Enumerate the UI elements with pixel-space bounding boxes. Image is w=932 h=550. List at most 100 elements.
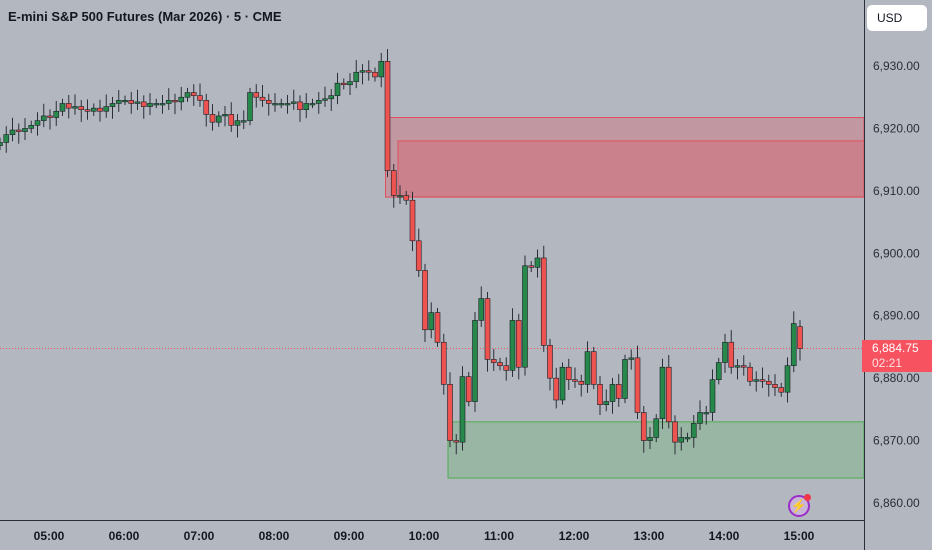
candle-body-down	[47, 115, 53, 118]
candle	[715, 357, 722, 385]
candle	[265, 93, 272, 116]
candle-body-down	[140, 101, 147, 107]
candle	[653, 414, 660, 443]
candle-body-up	[284, 103, 291, 106]
candle-body-down	[497, 362, 503, 366]
candle-body-down	[665, 366, 672, 423]
candle	[390, 164, 397, 208]
time-tick-label: 05:00	[34, 529, 65, 543]
candle-body-down	[422, 270, 428, 331]
candle-body-up	[59, 103, 66, 112]
candle	[9, 117, 16, 142]
candle-body-up	[684, 437, 691, 440]
candle	[622, 354, 628, 404]
candle-body-up	[222, 114, 228, 117]
candle	[484, 291, 491, 372]
price-axis[interactable]: 6,930.00 6,920.00 6,910.00 6,900.00 6,890.00…	[873, 59, 920, 510]
candles-layer	[0, 49, 803, 455]
candle-body-down	[565, 366, 572, 381]
candle-body-down	[259, 96, 266, 101]
candle	[440, 333, 447, 395]
candle-body-up	[790, 323, 797, 366]
candle	[315, 91, 322, 114]
candle-body-down	[759, 379, 766, 382]
currency-button[interactable]: USD	[867, 5, 927, 31]
candle	[253, 84, 260, 108]
candle	[590, 346, 597, 390]
candle	[228, 102, 235, 132]
candle	[678, 427, 685, 451]
candle-body-down	[434, 312, 441, 343]
candle-body-up	[559, 366, 566, 401]
candle	[747, 362, 753, 386]
candle-body-down	[447, 384, 453, 441]
time-tick-label: 15:00	[784, 529, 815, 543]
supply-zone[interactable]	[385, 117, 865, 198]
candle-body-up	[72, 106, 78, 109]
candle	[40, 103, 47, 128]
candle-body-up	[153, 103, 160, 106]
candle-body-up	[509, 320, 516, 371]
candle-body-down	[634, 357, 641, 413]
candle	[328, 89, 335, 111]
candle-body-up	[603, 401, 610, 405]
candle-body-up	[303, 103, 310, 111]
time-tick-label: 11:00	[484, 529, 514, 543]
supply-zone[interactable]	[397, 140, 865, 198]
candle	[659, 358, 666, 430]
candle	[97, 99, 103, 122]
candle-body-down	[490, 359, 497, 363]
candle	[597, 375, 603, 415]
candle-body-down	[172, 100, 178, 103]
candle-body-down	[484, 298, 491, 360]
symbol-title[interactable]: E-mini S&P 500 Futures (Mar 2026) · 5 · …	[8, 9, 282, 24]
candle	[528, 261, 535, 273]
candle	[578, 374, 585, 397]
candle	[409, 191, 416, 252]
candle-body-up	[122, 100, 128, 103]
candle	[178, 86, 185, 111]
time-tick-label: 06:00	[109, 529, 140, 543]
candle	[190, 84, 197, 106]
candle-body-down	[515, 320, 522, 368]
candle	[778, 382, 785, 397]
candle-body-down	[740, 365, 747, 368]
candle	[359, 64, 366, 85]
candle	[334, 72, 341, 105]
candle-body-up	[534, 257, 541, 268]
candle-body-down	[97, 107, 103, 112]
candle	[290, 89, 297, 111]
candle-body-down	[372, 71, 378, 78]
candle	[734, 359, 741, 380]
candle	[240, 110, 247, 130]
lightning-bolt-icon[interactable]: ⚡	[788, 494, 811, 517]
candle-body-up	[272, 103, 278, 106]
candle-body-up	[359, 70, 366, 73]
candle-body-up	[184, 92, 191, 98]
candle-body-down	[15, 129, 22, 132]
candle-body-down	[765, 380, 772, 385]
candle	[765, 374, 772, 397]
candle	[615, 374, 622, 407]
time-axis[interactable]: 05:00 06:00 07:00 08:00 09:00 10:00 11:00 12:00…	[34, 529, 815, 543]
candle-body-up	[147, 103, 153, 107]
candle-body-up	[309, 103, 316, 106]
candle	[234, 114, 241, 138]
candle	[147, 93, 153, 116]
price-tick-label: 6,910.00	[873, 184, 920, 198]
candle-body-down	[528, 265, 535, 268]
price-tick-label: 6,890.00	[873, 309, 920, 323]
candle-body-up	[715, 362, 722, 381]
candle	[534, 249, 541, 278]
candle-body-down	[503, 365, 510, 371]
candle-body-up	[0, 142, 3, 146]
candle-body-down	[453, 440, 460, 443]
candle	[672, 415, 678, 455]
candle-body-up	[709, 379, 716, 413]
zones-layer	[385, 117, 865, 479]
candle	[115, 90, 122, 112]
candle	[215, 111, 222, 127]
candle	[140, 95, 147, 119]
candle-body-down	[365, 70, 372, 73]
